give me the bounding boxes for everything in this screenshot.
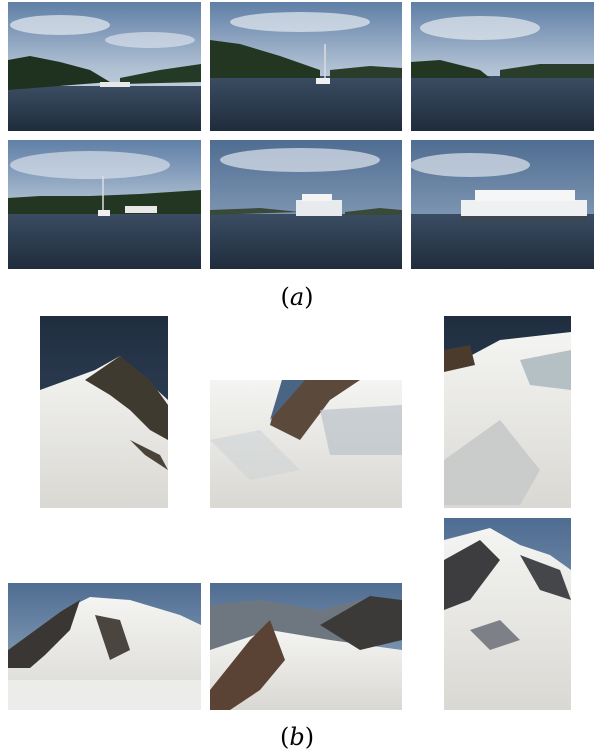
photo: [8, 140, 201, 269]
photo: [411, 2, 594, 131]
photo: [410, 140, 594, 269]
photo-grid-a: [8, 2, 594, 269]
photo: [210, 2, 402, 131]
photo: [8, 583, 201, 710]
photo: [40, 316, 168, 508]
panel-label: (b): [280, 723, 314, 751]
panel-label: (a): [280, 283, 313, 311]
photo: [210, 583, 402, 710]
photo: [8, 2, 201, 131]
photo-grid-b: [8, 316, 571, 710]
photo: [210, 380, 402, 508]
photo: [444, 316, 571, 508]
photo: [444, 518, 571, 710]
photo: [210, 140, 402, 269]
